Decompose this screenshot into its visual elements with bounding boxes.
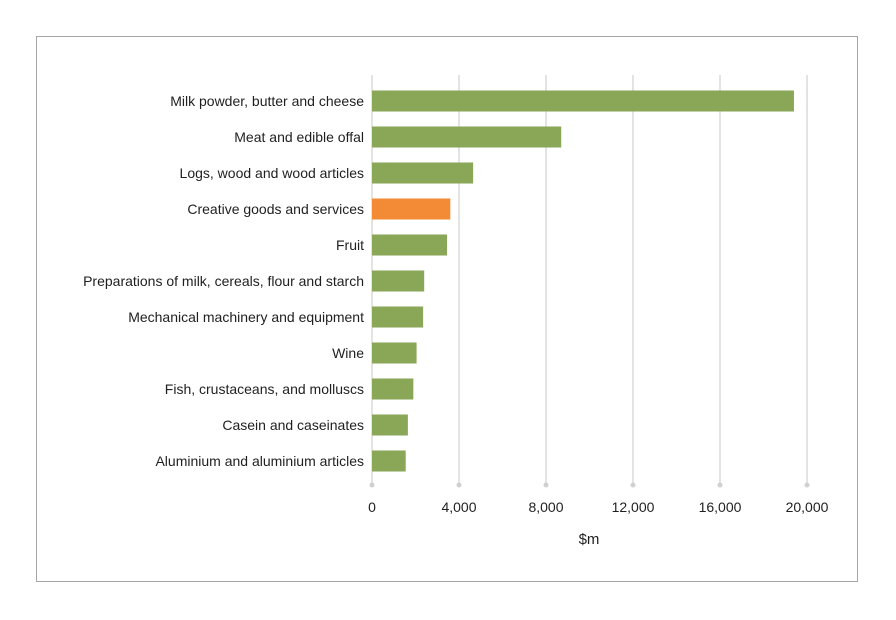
bar [372,342,417,364]
bar [372,198,451,220]
category-label: Casein and caseinates [222,417,364,433]
bar [372,378,414,400]
category-label: Meat and edible offal [234,129,364,145]
x-tick-label: 4,000 [441,499,476,515]
bar [372,450,406,472]
bars [372,90,794,472]
bar [372,90,794,112]
bar [372,306,424,328]
category-label: Creative goods and services [187,201,364,217]
bar [372,270,425,292]
x-tick-label: 0 [368,499,376,515]
chart-frame [36,36,858,582]
tick-marker [543,482,549,488]
category-label: Fruit [336,237,364,253]
tick-marker [804,482,810,488]
bar [372,162,474,184]
tick-marker [717,482,723,488]
bar [372,234,448,256]
bar [372,414,408,436]
tick-marker [630,482,636,488]
category-label: Mechanical machinery and equipment [128,309,364,325]
x-tick-label: 12,000 [612,499,655,515]
category-label: Milk powder, butter and cheese [170,93,364,109]
x-tick-label: 8,000 [528,499,563,515]
category-label: Fish, crustaceans, and molluscs [165,381,364,397]
bar [372,126,562,148]
category-label: Aluminium and aluminium articles [155,453,364,469]
x-tick-label: 16,000 [699,499,742,515]
x-tick-labels: 0 4,000 8,000 12,000 16,000 20,000 [368,499,829,515]
tick-marker [369,482,375,488]
category-labels: Milk powder, butter and cheese Meat and e… [83,93,364,469]
x-axis-title: $m [579,531,600,548]
category-label: Wine [332,345,364,361]
tick-marker [456,482,462,488]
x-tick-label: 20,000 [786,499,829,515]
category-label: Preparations of milk, cereals, flour and… [83,273,364,289]
category-label: Logs, wood and wood articles [180,165,364,181]
